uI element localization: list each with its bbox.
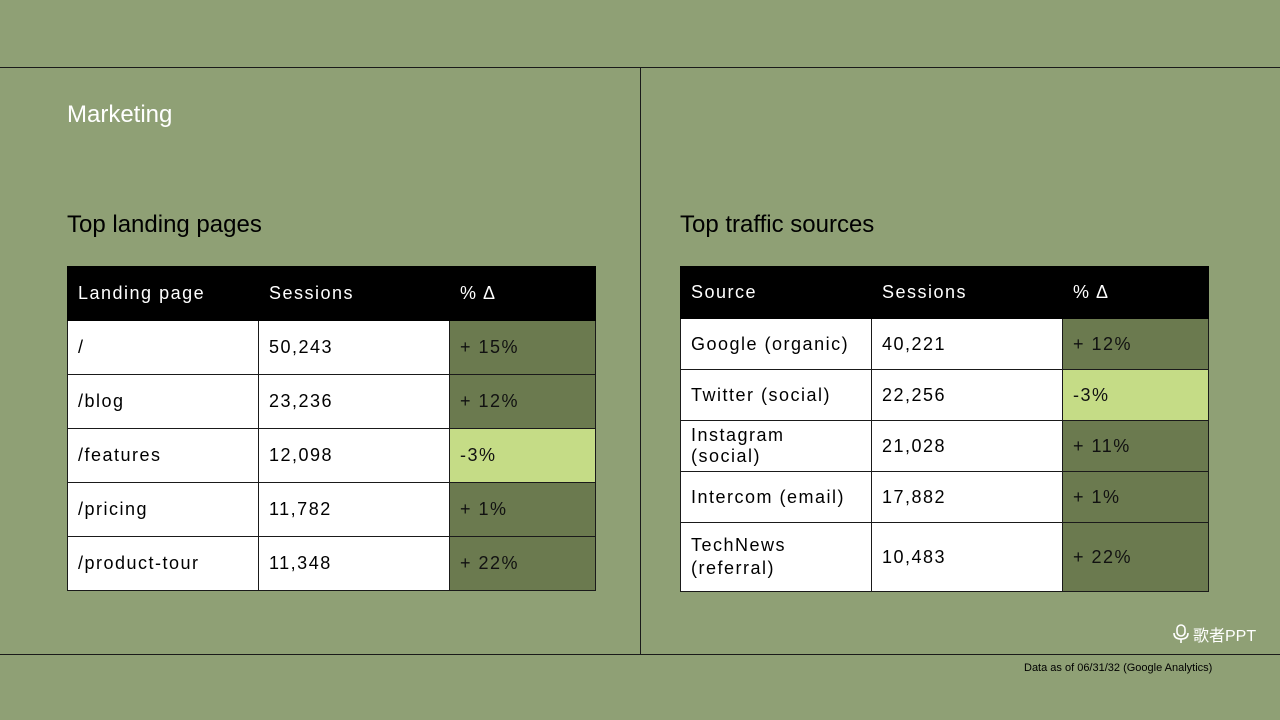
percent-change-cell: -3%: [449, 428, 596, 483]
landing-pages-heading: Top landing pages: [67, 211, 262, 238]
percent-change-cell: + 12%: [1062, 318, 1209, 370]
table-header-row: Source Sessions % Δ: [680, 266, 1209, 319]
sessions-cell: 11,782: [258, 482, 450, 537]
section-title: Marketing: [67, 101, 173, 128]
column-header-landing-page: Landing page: [67, 266, 259, 321]
table-row: / 50,243 + 15%: [67, 320, 596, 375]
sessions-cell: 50,243: [258, 320, 450, 375]
sessions-cell: 10,483: [871, 522, 1063, 592]
traffic-sources-heading: Top traffic sources: [680, 211, 875, 238]
table-row: Twitter (social) 22,256 -3%: [680, 369, 1209, 421]
microphone-icon: [1172, 624, 1190, 644]
percent-change-cell: + 12%: [449, 374, 596, 429]
sessions-cell: 22,256: [871, 369, 1063, 421]
logo-text: 歌者PPT: [1193, 628, 1257, 645]
data-source-footnote: Data as of 06/31/32 (Google Analytics): [1024, 662, 1213, 674]
column-header-percent-change: % Δ: [449, 266, 596, 321]
table-row: Intercom (email) 17,882 + 1%: [680, 471, 1209, 523]
source-cell: Instagram (social): [680, 420, 872, 472]
source-cell: Twitter (social): [680, 369, 872, 421]
landing-page-cell: /: [67, 320, 259, 375]
table-row: TechNews (referral) 10,483 + 22%: [680, 522, 1209, 592]
table-row: Instagram (social) 21,028 + 11%: [680, 420, 1209, 472]
percent-change-cell: + 11%: [1062, 420, 1209, 472]
source-cell: Google (organic): [680, 318, 872, 370]
landing-page-cell: /product-tour: [67, 536, 259, 591]
sessions-cell: 12,098: [258, 428, 450, 483]
sessions-cell: 40,221: [871, 318, 1063, 370]
percent-change-cell: -3%: [1062, 369, 1209, 421]
percent-change-cell: + 15%: [449, 320, 596, 375]
table-row: /blog 23,236 + 12%: [67, 374, 596, 429]
source-cell: Intercom (email): [680, 471, 872, 523]
source-cell: TechNews (referral): [680, 522, 872, 592]
table-header-row: Landing page Sessions % Δ: [67, 266, 596, 321]
center-divider: [640, 67, 641, 655]
column-header-percent-change: % Δ: [1062, 266, 1209, 319]
traffic-sources-table: Source Sessions % Δ Google (organic) 40,…: [680, 266, 1209, 592]
landing-page-cell: /pricing: [67, 482, 259, 537]
sessions-cell: 23,236: [258, 374, 450, 429]
table-row: /features 12,098 -3%: [67, 428, 596, 483]
landing-pages-table: Landing page Sessions % Δ / 50,243 + 15%…: [67, 266, 596, 591]
percent-change-cell: + 1%: [449, 482, 596, 537]
percent-change-cell: + 1%: [1062, 471, 1209, 523]
table-row: /product-tour 11,348 + 22%: [67, 536, 596, 591]
sessions-cell: 11,348: [258, 536, 450, 591]
percent-change-cell: + 22%: [449, 536, 596, 591]
brand-logo: 歌者PPT: [1172, 622, 1256, 646]
column-header-source: Source: [680, 266, 872, 319]
landing-page-cell: /blog: [67, 374, 259, 429]
percent-change-cell: + 22%: [1062, 522, 1209, 592]
landing-page-cell: /features: [67, 428, 259, 483]
sessions-cell: 17,882: [871, 471, 1063, 523]
column-header-sessions: Sessions: [258, 266, 450, 321]
table-row: Google (organic) 40,221 + 12%: [680, 318, 1209, 370]
table-row: /pricing 11,782 + 1%: [67, 482, 596, 537]
column-header-sessions: Sessions: [871, 266, 1063, 319]
sessions-cell: 21,028: [871, 420, 1063, 472]
